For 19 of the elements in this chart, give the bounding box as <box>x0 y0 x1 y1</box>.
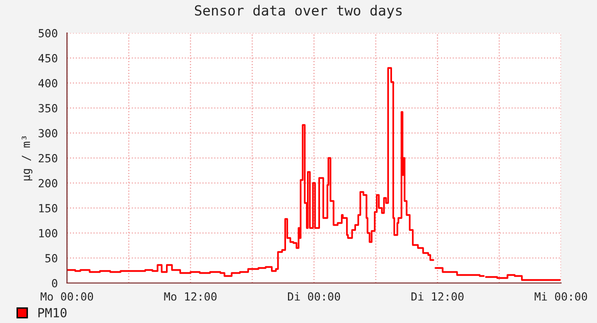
y-tick-label: 500 <box>38 29 58 38</box>
y-tick-label: 200 <box>38 179 58 188</box>
chart-title: Sensor data over two days <box>194 4 402 18</box>
y-tick-label: 150 <box>39 204 58 212</box>
y-tick-label: 350 <box>38 104 58 112</box>
y-tick-label: 450 <box>38 54 58 62</box>
x-tick-label: Di 00:00 <box>288 292 340 301</box>
y-tick-label: 100 <box>39 229 58 238</box>
y-tick-label: 50 <box>45 254 58 262</box>
y-axis-title: µg / m³ <box>22 136 32 180</box>
y-tick-label: 300 <box>38 129 58 138</box>
x-tick-label: Mo 12:00 <box>164 292 217 301</box>
y-tick-label: 0 <box>52 279 58 288</box>
legend-label: PM10 <box>38 308 67 318</box>
x-tick-label: Mo 00:00 <box>40 292 94 301</box>
x-tick-label: Di 12:00 <box>411 292 464 301</box>
y-tick-label: 250 <box>38 154 58 162</box>
x-tick-label: Mi 00:00 <box>534 292 588 301</box>
y-tick-label: 400 <box>38 79 58 88</box>
